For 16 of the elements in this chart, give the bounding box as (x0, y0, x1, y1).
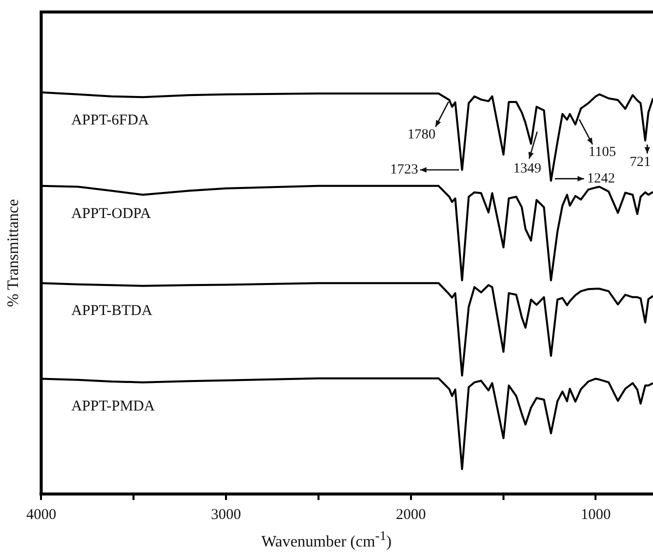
x-tick-label: 3000 (211, 506, 242, 523)
x-axis-title: Wavenumber (cm$^{-1}$) (260, 528, 393, 552)
annotation: 1242 (586, 171, 615, 186)
annotation: 1723 (390, 162, 418, 178)
x-tick-label: 4000 (26, 506, 56, 523)
series-label: APPT-6FDA (71, 112, 150, 128)
annotation: 721 (630, 155, 651, 170)
annotation: 1105 (588, 145, 616, 160)
series-label: APPT-BTDA (71, 303, 152, 320)
series-label: APPT-PMDA (71, 398, 156, 415)
x-tick-label: 2000 (396, 506, 426, 523)
annotation: 1349 (513, 161, 542, 176)
x-tick-label: 1000 (580, 506, 611, 523)
series-label: APPT-ODPA (71, 206, 152, 222)
y-axis-title: % Transmittance (4, 199, 22, 307)
annotation: 1780 (408, 127, 436, 142)
